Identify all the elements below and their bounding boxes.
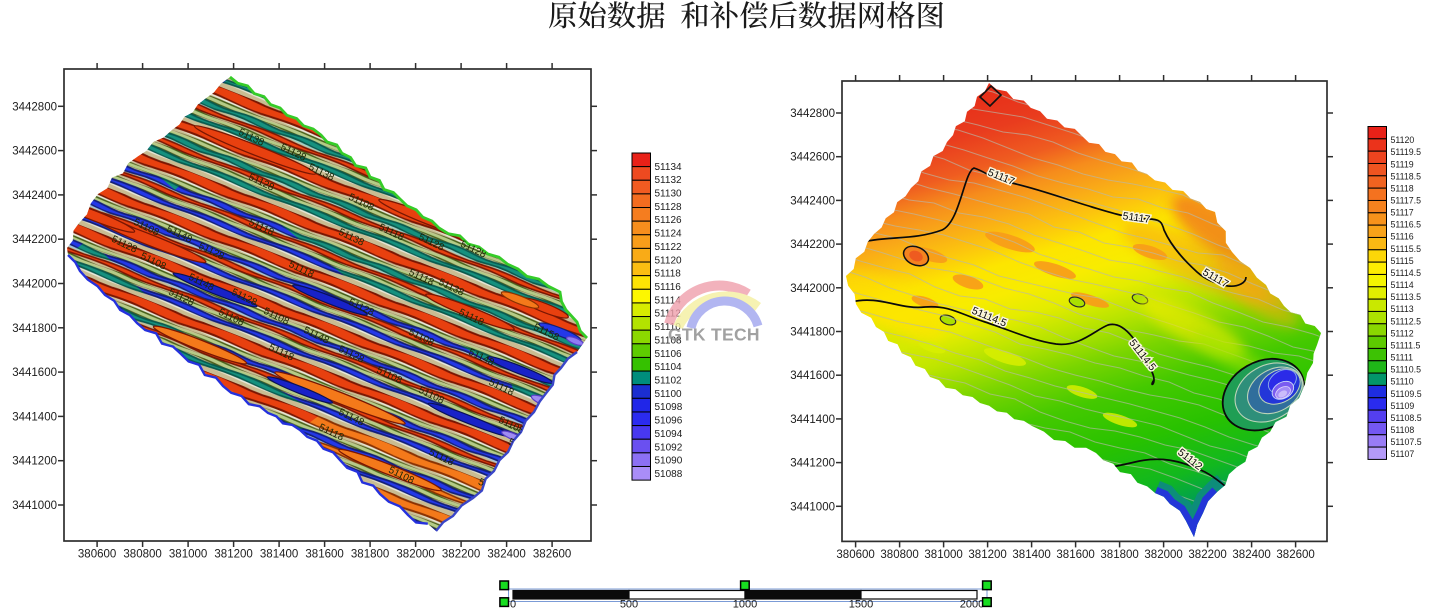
svg-text:51118: 51118 [1391,183,1414,193]
svg-text:381000: 381000 [169,549,207,561]
svg-text:3442800: 3442800 [790,108,835,120]
svg-text:3441800: 3441800 [790,327,835,339]
svg-text:382400: 382400 [487,549,525,561]
svg-text:51094: 51094 [655,429,683,440]
svg-text:51096: 51096 [655,416,683,427]
svg-text:51119.5: 51119.5 [1391,147,1422,157]
svg-text:3442200: 3442200 [12,234,57,246]
svg-text:51116: 51116 [655,282,682,293]
svg-text:GTK TECH: GTK TECH [668,325,760,345]
svg-text:382600: 382600 [1276,549,1314,561]
svg-text:382200: 382200 [1188,549,1226,561]
svg-text:51110: 51110 [655,322,682,333]
svg-text:381600: 381600 [305,549,343,561]
svg-text:51120: 51120 [1391,135,1415,145]
svg-text:1500: 1500 [849,599,873,608]
svg-text:51109: 51109 [1391,401,1415,411]
svg-text:51115: 51115 [1391,256,1414,266]
svg-text:3442000: 3442000 [790,283,835,295]
svg-text:51110.5: 51110.5 [1391,365,1422,375]
svg-text:51117.5: 51117.5 [1391,196,1422,206]
svg-text:51106: 51106 [655,349,683,360]
svg-text:3442000: 3442000 [12,279,57,291]
svg-text:51113.5: 51113.5 [1391,292,1422,302]
svg-text:51126: 51126 [655,215,683,226]
svg-text:51112.5: 51112.5 [1391,316,1422,326]
svg-text:382000: 382000 [396,549,434,561]
svg-text:3442600: 3442600 [790,152,835,164]
svg-text:51088: 51088 [655,469,683,480]
svg-text:51115.5: 51115.5 [1391,244,1422,254]
svg-text:0: 0 [510,599,516,608]
svg-text:51114: 51114 [1391,280,1414,290]
svg-text:51130: 51130 [655,189,683,200]
svg-text:51128: 51128 [655,202,683,213]
svg-text:3441200: 3441200 [790,458,835,470]
svg-text:500: 500 [620,599,638,608]
svg-text:3441000: 3441000 [790,501,835,513]
svg-text:51112: 51112 [1391,328,1414,338]
svg-text:380600: 380600 [836,549,874,561]
svg-text:3442600: 3442600 [12,146,57,158]
svg-text:51098: 51098 [655,402,683,413]
svg-text:3442800: 3442800 [12,101,57,113]
svg-text:51111.5: 51111.5 [1391,341,1421,351]
svg-text:51116: 51116 [1391,232,1414,242]
svg-text:3441400: 3441400 [12,411,57,423]
svg-text:51134: 51134 [655,162,683,173]
svg-text:381200: 381200 [968,549,1006,561]
svg-text:51108.5: 51108.5 [1391,413,1422,423]
svg-text:3442400: 3442400 [12,190,57,202]
svg-text:3441600: 3441600 [790,370,835,382]
svg-text:3441000: 3441000 [12,500,57,512]
svg-text:381800: 381800 [1100,549,1138,561]
svg-text:51120: 51120 [655,255,683,266]
svg-text:51108: 51108 [1391,425,1415,435]
svg-text:381600: 381600 [1056,549,1094,561]
svg-text:1000: 1000 [733,599,757,608]
svg-text:3442200: 3442200 [790,239,835,251]
svg-text:381800: 381800 [351,549,389,561]
svg-text:51107: 51107 [1391,449,1415,459]
svg-text:381000: 381000 [924,549,962,561]
svg-text:51117: 51117 [1122,210,1151,226]
svg-text:51090: 51090 [655,456,683,467]
svg-text:51118: 51118 [655,269,682,280]
svg-text:382200: 382200 [442,549,480,561]
svg-text:382000: 382000 [1144,549,1182,561]
svg-text:51104: 51104 [655,362,683,373]
svg-text:381400: 381400 [260,549,298,561]
svg-text:51092: 51092 [655,442,683,453]
svg-text:380800: 380800 [880,549,918,561]
svg-text:51119: 51119 [1391,159,1414,169]
svg-text:51109.5: 51109.5 [1391,389,1422,399]
svg-text:3442400: 3442400 [790,195,835,207]
svg-text:51108: 51108 [655,335,683,346]
svg-text:382600: 382600 [533,549,571,561]
svg-text:51124: 51124 [655,229,683,240]
svg-text:382400: 382400 [1232,549,1270,561]
svg-text:51110: 51110 [1391,377,1414,387]
svg-text:51102: 51102 [655,376,683,387]
svg-text:3441200: 3441200 [12,456,57,468]
svg-text:381400: 381400 [1012,549,1050,561]
svg-text:51114.5: 51114.5 [1391,268,1422,278]
svg-text:3441400: 3441400 [790,414,835,426]
svg-text:51111: 51111 [1391,353,1414,363]
svg-text:3441800: 3441800 [12,323,57,335]
svg-text:381200: 381200 [214,549,252,561]
svg-text:2000: 2000 [960,599,984,608]
svg-text:51132: 51132 [655,175,683,186]
svg-text:380600: 380600 [78,549,116,561]
svg-text:51107.5: 51107.5 [1391,437,1422,447]
svg-text:51122: 51122 [655,242,683,253]
svg-text:51100: 51100 [655,389,683,400]
svg-text:51113: 51113 [1391,304,1414,314]
svg-text:51116.5: 51116.5 [1391,220,1422,230]
svg-text:51114: 51114 [655,295,682,306]
svg-text:380800: 380800 [123,549,161,561]
svg-text:51118.5: 51118.5 [1391,171,1422,181]
svg-text:3441600: 3441600 [12,367,57,379]
svg-text:51117: 51117 [1391,208,1414,218]
